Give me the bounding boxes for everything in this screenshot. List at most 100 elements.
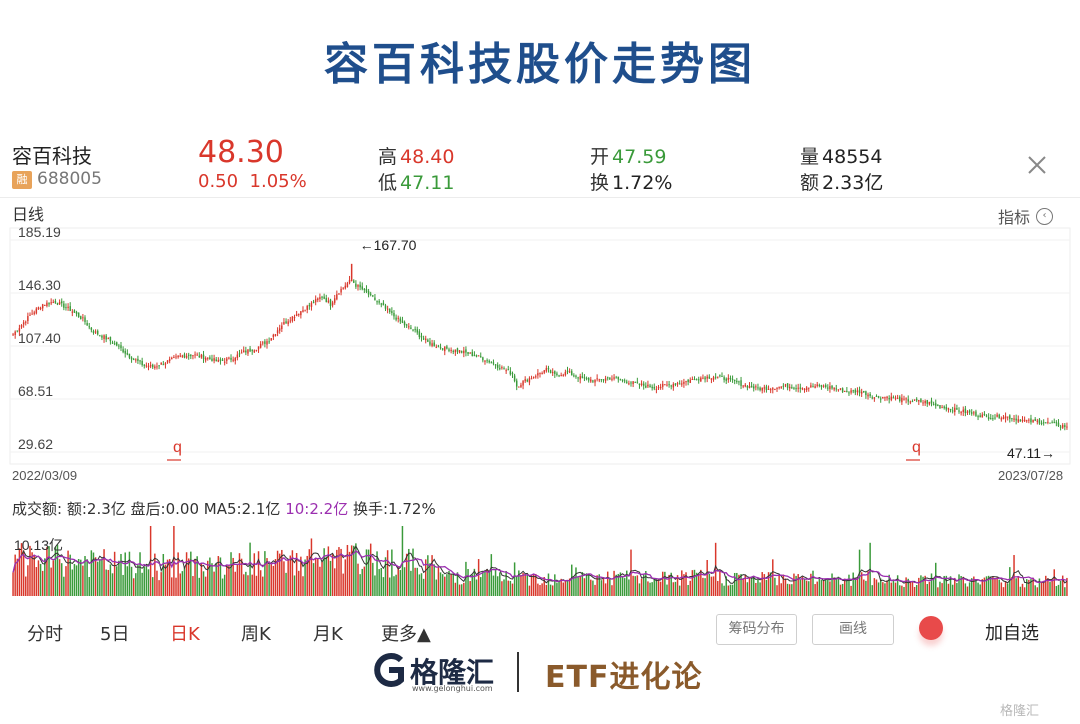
volume-bar bbox=[769, 572, 772, 596]
volume-bar bbox=[1006, 583, 1009, 596]
volume-bar bbox=[562, 582, 565, 596]
candle bbox=[693, 378, 696, 380]
volume-bar bbox=[126, 566, 129, 596]
amount-stat: 额 2.33亿 bbox=[800, 168, 883, 195]
tab-intraday[interactable]: 分时 bbox=[27, 624, 63, 645]
volume-bar bbox=[295, 553, 298, 596]
volume-bar bbox=[645, 570, 647, 596]
volume-bar bbox=[564, 580, 567, 596]
tab-weekly[interactable]: 周K bbox=[241, 624, 271, 645]
tab-5day[interactable]: 5日 bbox=[100, 624, 130, 645]
volume-bar bbox=[831, 573, 833, 596]
volume-bar bbox=[202, 571, 205, 596]
volume-bar bbox=[41, 570, 44, 596]
volume-bar bbox=[829, 581, 831, 596]
volume-bar bbox=[763, 574, 766, 596]
candle bbox=[268, 341, 270, 343]
volume-bar bbox=[1023, 587, 1026, 596]
chip-distribution-button[interactable]: 筹码分布 bbox=[716, 614, 797, 645]
volume-bar bbox=[192, 576, 194, 596]
volume-bar bbox=[185, 552, 188, 596]
candle bbox=[913, 399, 916, 401]
candle bbox=[20, 324, 23, 328]
candle bbox=[232, 359, 234, 361]
volume-bar bbox=[287, 558, 289, 596]
turnover-value: 1.72% bbox=[612, 172, 673, 194]
candle bbox=[65, 307, 67, 309]
volume-bar bbox=[90, 550, 93, 596]
candle bbox=[456, 348, 459, 352]
volume-bar bbox=[609, 578, 611, 596]
volume-bar bbox=[985, 576, 988, 596]
candle bbox=[433, 342, 435, 347]
candle bbox=[841, 388, 844, 392]
close-icon[interactable] bbox=[1022, 150, 1052, 180]
volume-bar bbox=[37, 560, 40, 596]
volume-bar bbox=[786, 583, 789, 596]
candle bbox=[257, 346, 260, 350]
volume-chart[interactable]: 10.13亿 bbox=[0, 496, 1080, 600]
volume-bar bbox=[240, 558, 243, 596]
volume-bar bbox=[439, 572, 442, 596]
volume-bar bbox=[346, 544, 349, 596]
volume-bar bbox=[247, 575, 249, 596]
candle bbox=[867, 394, 869, 397]
volume-bar bbox=[139, 552, 141, 596]
volume-bar bbox=[92, 552, 95, 596]
candle bbox=[293, 317, 296, 319]
stock-code: 688005 bbox=[37, 169, 102, 189]
candle bbox=[60, 301, 63, 304]
candle bbox=[532, 376, 535, 378]
volume-bar bbox=[803, 579, 806, 596]
tab-monthly[interactable]: 月K bbox=[313, 624, 343, 645]
volume-bar bbox=[903, 586, 905, 596]
volume-bar bbox=[998, 579, 1000, 596]
indicator-button[interactable]: 指标 ‹ bbox=[998, 204, 1054, 228]
volume-bar bbox=[824, 578, 827, 596]
volume-bar bbox=[704, 578, 706, 596]
candle bbox=[1019, 419, 1022, 422]
candle bbox=[90, 327, 93, 330]
candle bbox=[31, 313, 33, 315]
candle bbox=[1038, 419, 1041, 424]
candle bbox=[602, 379, 605, 381]
candle bbox=[632, 381, 634, 385]
volume-stat: 量 48554 bbox=[800, 142, 882, 169]
candle bbox=[505, 370, 507, 372]
candle bbox=[181, 355, 184, 357]
candle bbox=[645, 385, 647, 388]
candlestick-chart[interactable]: 185.19 146.30 107.40 68.51 29.62 ←167.70 47.11… bbox=[0, 226, 1080, 484]
candle bbox=[647, 384, 649, 387]
tab-more[interactable]: 更多▲ bbox=[381, 624, 431, 645]
candle bbox=[96, 330, 99, 335]
volume-bar bbox=[1000, 582, 1003, 596]
add-watchlist-button[interactable]: 加自选 bbox=[985, 623, 1039, 644]
volume-bar bbox=[293, 575, 296, 596]
candle bbox=[494, 364, 497, 366]
record-dot-icon[interactable] bbox=[919, 616, 943, 640]
candle bbox=[126, 353, 129, 355]
candle bbox=[272, 334, 275, 337]
candle bbox=[879, 398, 882, 400]
candle bbox=[990, 418, 992, 420]
volume-bar bbox=[1028, 579, 1030, 596]
candle bbox=[37, 307, 40, 310]
candle bbox=[374, 297, 376, 301]
volume-bar bbox=[378, 569, 380, 596]
watermark: 格隆汇 bbox=[1000, 704, 1040, 719]
volume-bar bbox=[16, 558, 19, 596]
volume-bar bbox=[592, 580, 594, 596]
turnover-label: 换 bbox=[590, 172, 610, 194]
draw-line-button[interactable]: 画线 bbox=[812, 614, 894, 645]
volume-bar bbox=[446, 574, 448, 596]
candle bbox=[219, 359, 222, 361]
volume-bar bbox=[875, 579, 878, 596]
candle bbox=[213, 358, 215, 361]
candle bbox=[958, 410, 960, 412]
volume-bar bbox=[689, 580, 691, 596]
volume-bar bbox=[82, 565, 84, 596]
candle bbox=[84, 317, 86, 322]
candle bbox=[496, 364, 499, 368]
volume-bar bbox=[211, 563, 213, 596]
tab-daily[interactable]: 日K bbox=[170, 624, 200, 645]
